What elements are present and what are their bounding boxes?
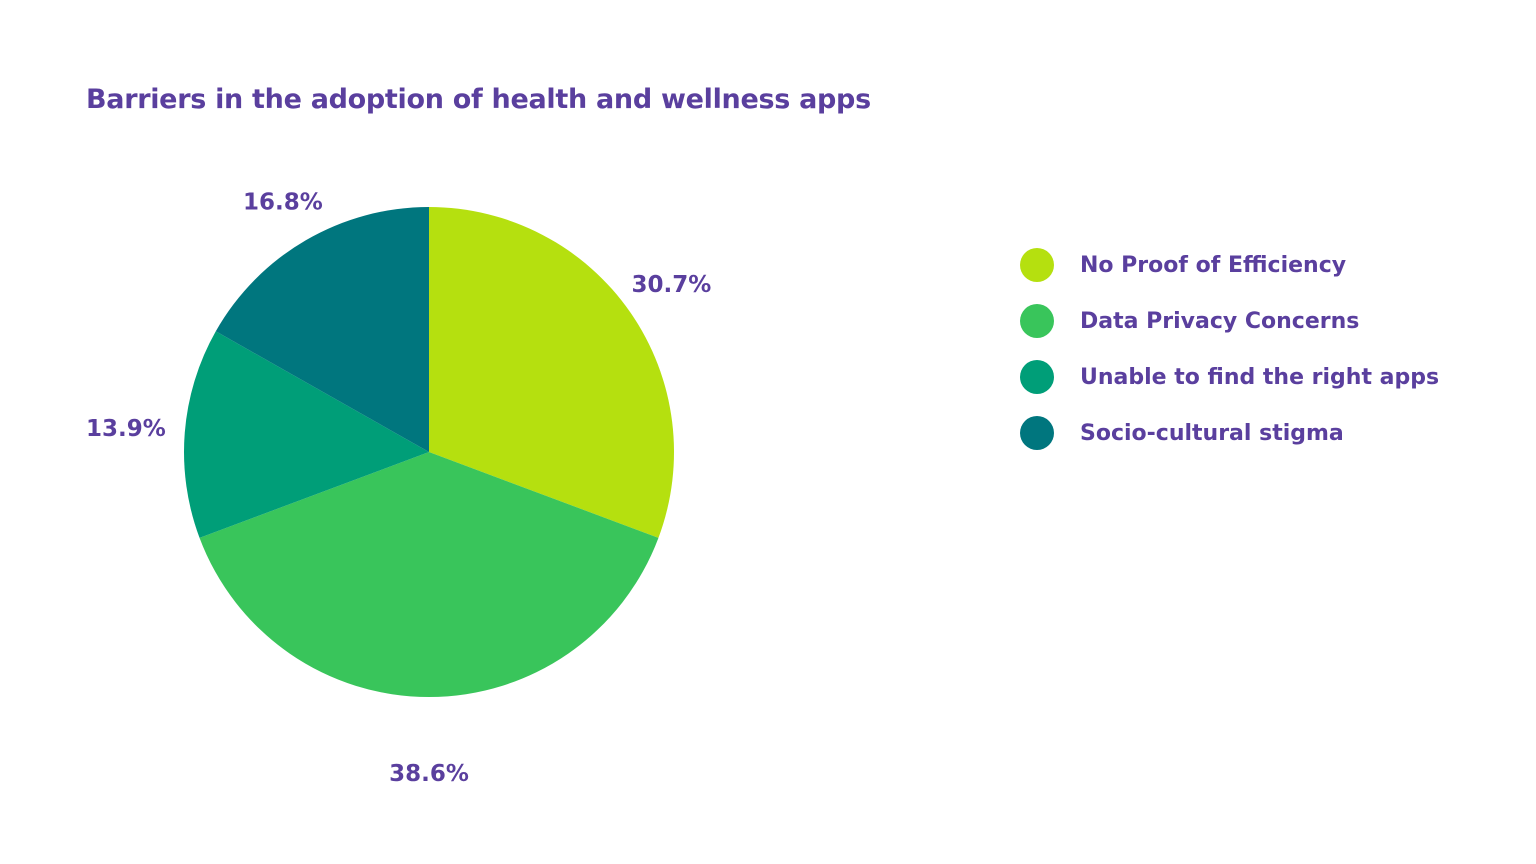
pie-slice: [199, 452, 659, 697]
data-label: 38.6%: [389, 761, 469, 787]
legend-label: Data Privacy Concerns: [1080, 308, 1360, 334]
legend-item: No Proof of Efficiency: [1020, 248, 1439, 282]
data-label: 13.9%: [86, 416, 166, 442]
legend-swatch-icon: [1020, 360, 1054, 394]
chart-title: Barriers in the adoption of health and w…: [86, 84, 871, 115]
pie-slice: [215, 207, 429, 452]
legend-label: Socio-cultural stigma: [1080, 420, 1344, 446]
pie-slice: [183, 331, 429, 538]
legend-swatch-icon: [1020, 416, 1054, 450]
legend-swatch-icon: [1020, 248, 1054, 282]
legend-item: Socio-cultural stigma: [1020, 416, 1439, 450]
data-label: 16.8%: [243, 189, 323, 215]
legend: No Proof of Efficiency Data Privacy Conc…: [1020, 248, 1439, 472]
pie-chart: 30.7% 38.6% 13.9% 16.8%: [86, 189, 712, 787]
data-label: 30.7%: [632, 272, 712, 298]
legend-swatch-icon: [1020, 304, 1054, 338]
legend-label: Unable to find the right apps: [1080, 364, 1440, 390]
legend-item: Data Privacy Concerns: [1020, 304, 1439, 338]
legend-label: No Proof of Efficiency: [1080, 252, 1347, 278]
legend-item: Unable to find the right apps: [1020, 360, 1439, 394]
pie-slice: [429, 207, 674, 538]
